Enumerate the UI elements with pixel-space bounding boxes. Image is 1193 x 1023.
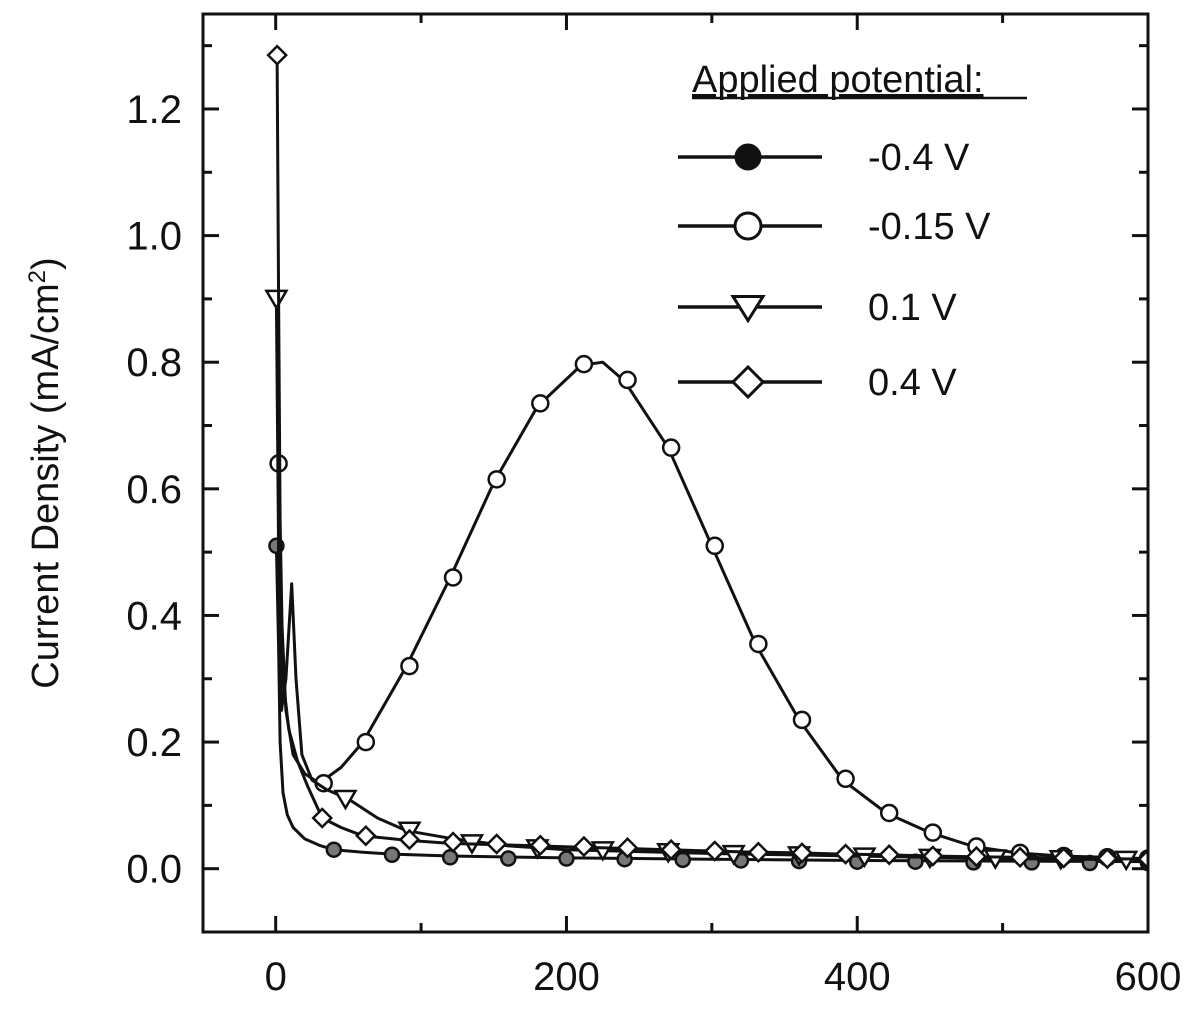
legend: Applied potential: -0.4 V -0.15 V 0.1 V 0.4… (678, 59, 1027, 404)
data-point-0-15-V (750, 636, 766, 652)
legend-label-0-1-V: 0.1 V (868, 287, 957, 329)
data-point-0-4-V (313, 809, 331, 827)
data-point-0-4-V (444, 833, 462, 851)
data-point-0-15-V (794, 712, 810, 728)
data-point-0-4-V (357, 827, 375, 845)
series-0-1-V (266, 291, 1148, 869)
series-0-15-V (271, 356, 1156, 866)
x-tick-label-400: 400 (824, 955, 891, 999)
series-line-0-15-V (279, 362, 1148, 858)
y-tick-label: 0.6 (126, 468, 182, 512)
data-point-0-4-V (559, 852, 573, 866)
legend-label-0-15-V: -0.15 V (868, 206, 991, 248)
legend-marker-0-4-V (733, 367, 763, 397)
y-tick-label: 1.0 (126, 215, 182, 259)
series-0-4-V (268, 46, 1157, 868)
data-point-0-4-V (676, 853, 690, 867)
series-line-0-4-V (276, 546, 1148, 862)
y-tick-label: 0.0 (126, 848, 182, 892)
legend-marker-0-4-V (736, 145, 760, 169)
y-axis-title: Current Density (mA/cm2) (24, 257, 68, 688)
data-point-0-15-V (663, 440, 679, 456)
data-point-0-15-V (925, 825, 941, 841)
legend-label-0-4-V: 0.4 V (868, 362, 957, 404)
data-point-0-4-V (501, 852, 515, 866)
series-0-4-V (269, 539, 1155, 870)
x-tick-label-600: 600 (1115, 955, 1182, 999)
data-point-0-15-V (489, 471, 505, 487)
legend-label-0-4-V: -0.4 V (868, 137, 970, 179)
y-tick-label: 0.8 (126, 341, 182, 385)
data-point-0-1-V (266, 291, 286, 308)
y-tick-label: 0.2 (126, 721, 182, 765)
data-point-0-15-V (707, 538, 723, 554)
x-tick-label-0: 0 (265, 955, 287, 999)
data-point-0-4-V (575, 838, 593, 856)
data-point-0-15-V (358, 734, 374, 750)
y-tick-label: 1.2 (126, 88, 182, 132)
data-point-0-15-V (532, 395, 548, 411)
data-point-0-15-V (620, 372, 636, 388)
y-axis-title-close: ) (25, 257, 67, 270)
data-point-0-15-V (445, 569, 461, 585)
data-point-0-4-V (268, 46, 286, 64)
series-layer (266, 46, 1157, 870)
legend-marker-0-15-V (735, 213, 761, 239)
legend-title: Applied potential: (692, 59, 984, 101)
y-tick-label: 0.4 (126, 594, 182, 638)
data-point-0-4-V (385, 848, 399, 862)
data-point-0-4-V (327, 843, 341, 857)
series-line-0-4-V (277, 55, 1148, 859)
data-point-0-15-V (838, 771, 854, 787)
data-point-0-15-V (881, 805, 897, 821)
data-point-0-4-V (706, 842, 724, 860)
data-point-0-1-V (335, 791, 355, 808)
data-point-0-4-V (443, 850, 457, 864)
y-axis-title-sup: 2 (24, 270, 51, 283)
data-point-0-15-V (401, 658, 417, 674)
y-axis-title-main: Current Density (mA/cm (25, 283, 67, 688)
data-point-0-4-V (488, 835, 506, 853)
x-tick-label-200: 200 (533, 955, 600, 999)
data-point-0-15-V (576, 356, 592, 372)
